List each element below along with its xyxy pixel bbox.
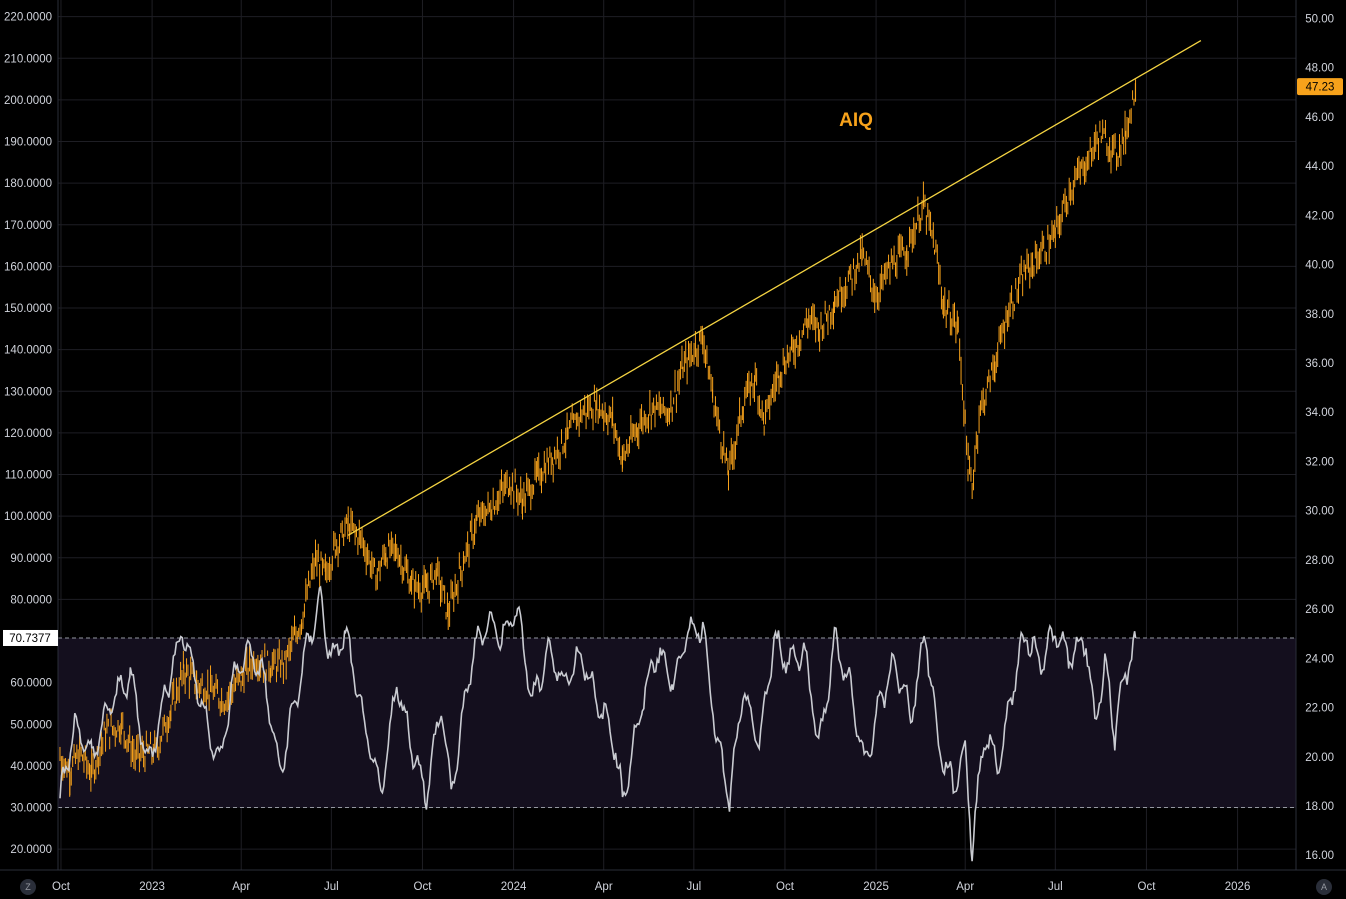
right-axis-tick: 22.00 xyxy=(1305,703,1334,715)
auto-scale-a-button[interactable]: A xyxy=(1316,879,1332,895)
right-axis-tick: 26.00 xyxy=(1305,604,1334,616)
left-axis-tick: 80.0000 xyxy=(10,594,52,606)
right-axis-tick: 24.00 xyxy=(1305,653,1334,665)
left-axis-tick: 40.0000 xyxy=(10,761,52,773)
left-axis-tick: 50.0000 xyxy=(10,719,52,731)
right-axis-tick: 44.00 xyxy=(1305,161,1334,173)
time-axis-tick: Oct xyxy=(1138,881,1157,893)
right-axis-tick: 36.00 xyxy=(1305,358,1334,370)
rsi-line xyxy=(59,585,1137,862)
time-axis-tick: Oct xyxy=(414,881,433,893)
left-axis-tick: 30.0000 xyxy=(10,803,52,815)
time-axis-tick: 2025 xyxy=(863,881,889,893)
left-axis-tick: 170.0000 xyxy=(4,220,52,232)
left-axis-tick: 180.0000 xyxy=(4,178,52,190)
left-axis-tick: 130.0000 xyxy=(4,386,52,398)
left-axis-tick: 150.0000 xyxy=(4,303,52,315)
left-axis-tick: 200.0000 xyxy=(4,95,52,107)
rsi-current-label: 70.7377 xyxy=(9,633,51,645)
left-axis-tick: 90.0000 xyxy=(10,553,52,565)
left-axis-tick: 220.0000 xyxy=(4,12,52,24)
time-axis-tick: 2026 xyxy=(1225,881,1251,893)
left-axis-tick: 60.0000 xyxy=(10,678,52,690)
right-axis-tick: 42.00 xyxy=(1305,210,1334,222)
right-axis-tick: 48.00 xyxy=(1305,63,1334,75)
left-axis-tick: 120.0000 xyxy=(4,428,52,440)
left-axis-tick: 110.0000 xyxy=(5,470,52,482)
last-price-label: 47.23 xyxy=(1306,82,1335,94)
last-price-badge: 47.23 xyxy=(1297,78,1343,96)
trendline[interactable] xyxy=(347,40,1202,536)
right-axis-tick: 32.00 xyxy=(1305,456,1334,468)
price-series xyxy=(59,79,1137,797)
rsi-value-badge: 70.7377 xyxy=(3,629,58,646)
left-axis-tick: 100.0000 xyxy=(4,511,52,523)
right-axis-tick: 50.00 xyxy=(1305,13,1334,25)
chart-title: AIQ xyxy=(839,110,873,131)
left-axis-tick: 160.0000 xyxy=(4,261,52,273)
time-axis[interactable]: Oct 2023 Apr Jul Oct 2024 Apr Jul Oct 2025 Apr Jul O… xyxy=(52,881,1250,893)
auto-scale-z-button[interactable]: Z xyxy=(20,879,36,895)
right-axis[interactable]: 50.00 48.00 46.00 44.00 42.00 40.00 38.00 36.00… xyxy=(1305,13,1334,862)
time-axis-tick: Jul xyxy=(1048,881,1063,893)
time-axis-tick: 2023 xyxy=(139,881,165,893)
right-axis-tick: 18.00 xyxy=(1305,801,1334,813)
right-axis-tick: 34.00 xyxy=(1305,407,1334,419)
time-axis-tick: Jul xyxy=(324,881,339,893)
time-axis-tick: Oct xyxy=(776,881,795,893)
right-axis-tick: 16.00 xyxy=(1305,850,1334,862)
left-axis-tick: 210.0000 xyxy=(4,53,52,65)
right-axis-tick: 30.00 xyxy=(1305,506,1334,518)
time-axis-tick: Jul xyxy=(686,881,701,893)
right-axis-tick: 38.00 xyxy=(1305,309,1334,321)
time-axis-tick: 2024 xyxy=(501,881,527,893)
time-axis-tick: Apr xyxy=(232,881,250,893)
left-axis-tick: 190.0000 xyxy=(4,137,52,149)
left-axis-tick: 140.0000 xyxy=(4,345,52,357)
left-axis[interactable]: 220.0000 210.0000 200.0000 190.0000 180.0000… xyxy=(4,12,52,857)
time-axis-tick: Apr xyxy=(595,881,613,893)
right-axis-tick: 20.00 xyxy=(1305,752,1334,764)
right-axis-tick: 40.00 xyxy=(1305,260,1334,272)
right-axis-tick: 46.00 xyxy=(1305,112,1334,124)
right-axis-tick: 28.00 xyxy=(1305,555,1334,567)
left-axis-tick: 20.0000 xyxy=(10,844,52,856)
time-axis-tick: Apr xyxy=(956,881,974,893)
time-axis-tick: Oct xyxy=(52,881,71,893)
